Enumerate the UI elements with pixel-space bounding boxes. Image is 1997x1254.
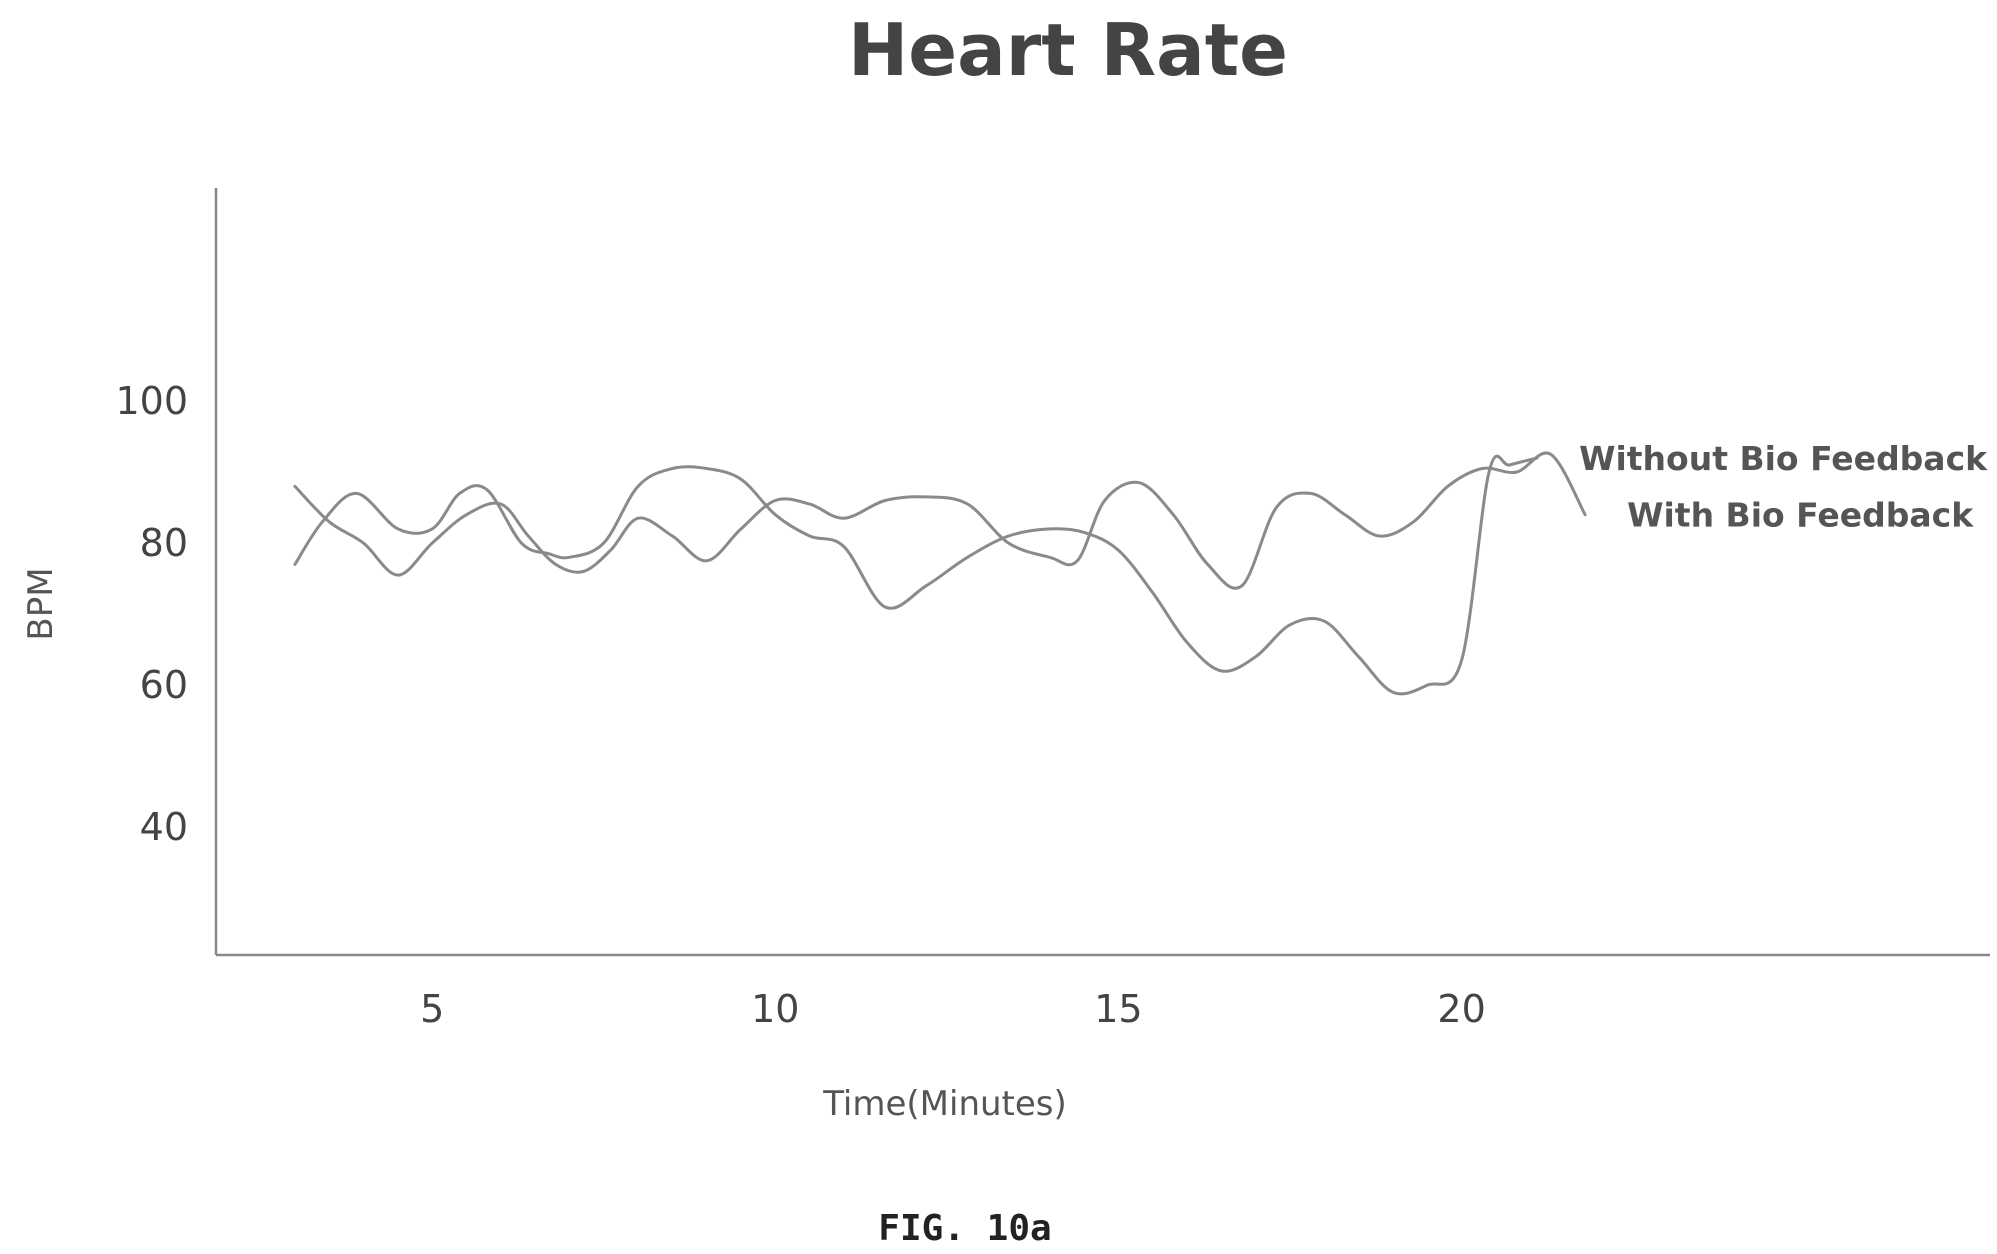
series-line-without-bio-feedback <box>293 454 1539 696</box>
y-axis-label: BPM <box>21 567 61 640</box>
y-tick-label: 80 <box>140 521 188 565</box>
x-tick-label: 20 <box>1437 987 1485 1031</box>
figure-caption: FIG. 10a <box>878 1208 1051 1249</box>
x-tick-labels: 5 10 15 20 <box>420 987 1486 1031</box>
x-tick-label: 15 <box>1094 987 1142 1031</box>
y-tick-label: 40 <box>140 805 188 849</box>
series-label-with-bio-feedback: With Bio Feedback <box>1627 496 1974 535</box>
y-tick-labels: 40 60 80 100 <box>115 379 188 849</box>
y-tick-label: 100 <box>115 379 188 423</box>
series-label-without-bio-feedback: Without Bio Feedback <box>1579 439 1988 478</box>
y-tick-label: 60 <box>140 663 188 707</box>
series-labels: Without Bio Feedback With Bio Feedback <box>1579 439 1988 535</box>
x-axis-label: Time(Minutes) <box>822 1084 1067 1124</box>
chart-title: Heart Rate <box>848 8 1288 92</box>
series-lines <box>293 451 1587 696</box>
series-line-with-bio-feedback <box>293 451 1587 590</box>
x-tick-label: 10 <box>751 987 799 1031</box>
x-tick-label: 5 <box>420 987 444 1031</box>
